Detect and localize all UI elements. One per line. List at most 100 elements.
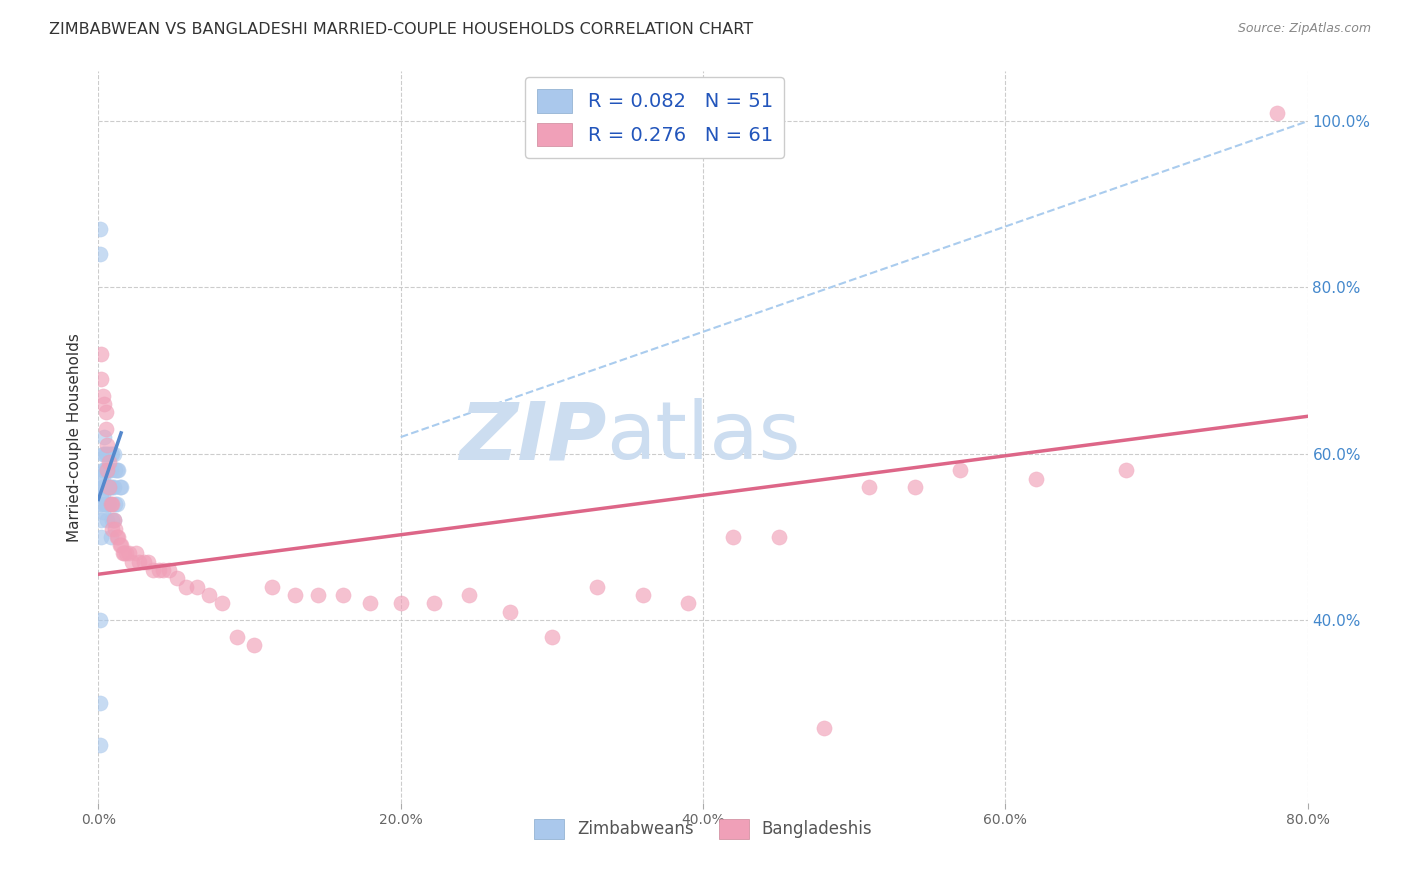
Point (96, 497, 118, 511)
Text: atlas: atlas (606, 398, 800, 476)
Point (96, 513, 118, 527)
Point (243, 638, 266, 652)
Point (101, 497, 124, 511)
Point (93, 480, 115, 494)
Point (211, 596, 233, 610)
Point (112, 546, 135, 560)
Point (103, 513, 125, 527)
Point (96, 463, 118, 477)
Y-axis label: Married-couple Households: Married-couple Households (67, 333, 83, 541)
Point (90, 497, 112, 511)
Point (91, 463, 114, 477)
Point (91, 488, 114, 502)
Point (104, 521, 127, 535)
Point (1115, 463, 1137, 477)
Point (631, 588, 654, 602)
Point (94, 422, 117, 436)
Point (93, 463, 115, 477)
Point (98, 480, 121, 494)
Point (98, 497, 121, 511)
Point (125, 546, 148, 560)
Point (360, 596, 382, 610)
Point (90, 472, 112, 486)
Point (586, 580, 609, 594)
Point (90, 488, 112, 502)
Point (94, 463, 117, 477)
Point (110, 480, 132, 494)
Point (91, 472, 114, 486)
Point (94, 405, 117, 419)
Point (100, 480, 122, 494)
Point (98, 480, 121, 494)
Point (100, 530, 122, 544)
Point (101, 447, 124, 461)
Point (262, 580, 284, 594)
Point (101, 513, 124, 527)
Point (91, 480, 114, 494)
Point (94, 480, 117, 494)
Point (93, 430, 115, 444)
Point (307, 588, 329, 602)
Point (949, 463, 972, 477)
Point (186, 580, 208, 594)
Point (91, 505, 114, 519)
Point (101, 480, 124, 494)
Point (94, 447, 117, 461)
Point (142, 563, 165, 577)
Point (98, 455, 121, 469)
Point (858, 480, 880, 494)
Point (107, 530, 129, 544)
Point (94, 497, 117, 511)
Point (89, 613, 111, 627)
Point (1024, 472, 1046, 486)
Point (540, 630, 562, 644)
Point (91, 388, 114, 402)
Point (89, 738, 111, 752)
Point (226, 630, 249, 644)
Point (107, 463, 129, 477)
Text: Source: ZipAtlas.com: Source: ZipAtlas.com (1237, 22, 1371, 36)
Point (1267, 106, 1289, 120)
Point (104, 463, 127, 477)
Point (89, 247, 111, 261)
Point (152, 563, 174, 577)
Point (132, 555, 155, 569)
Point (457, 588, 479, 602)
Point (90, 347, 112, 361)
Point (166, 571, 188, 585)
Point (121, 555, 143, 569)
Point (98, 463, 121, 477)
Point (93, 397, 115, 411)
Point (904, 480, 927, 494)
Point (104, 497, 127, 511)
Point (100, 497, 122, 511)
Legend: Zimbabweans, Bangladeshis: Zimbabweans, Bangladeshis (527, 812, 879, 846)
Point (723, 530, 745, 544)
Point (89, 222, 111, 236)
Point (105, 497, 128, 511)
Point (197, 588, 219, 602)
Point (389, 596, 412, 610)
Text: ZIMBABWEAN VS BANGLADESHI MARRIED-COUPLE HOUSEHOLDS CORRELATION CHART: ZIMBABWEAN VS BANGLADESHI MARRIED-COUPLE… (49, 22, 754, 37)
Point (98, 447, 121, 461)
Point (768, 530, 790, 544)
Point (89, 696, 111, 710)
Point (103, 447, 125, 461)
Point (96, 480, 118, 494)
Point (111, 546, 134, 560)
Point (93, 497, 115, 511)
Point (159, 563, 181, 577)
Point (105, 530, 128, 544)
Point (90, 372, 112, 386)
Point (498, 605, 520, 619)
Point (96, 447, 118, 461)
Point (118, 546, 141, 560)
Point (332, 588, 354, 602)
Point (103, 513, 125, 527)
Point (108, 480, 131, 494)
Point (813, 721, 835, 735)
Point (101, 521, 124, 535)
Point (676, 596, 699, 610)
Point (105, 463, 128, 477)
Point (128, 555, 150, 569)
